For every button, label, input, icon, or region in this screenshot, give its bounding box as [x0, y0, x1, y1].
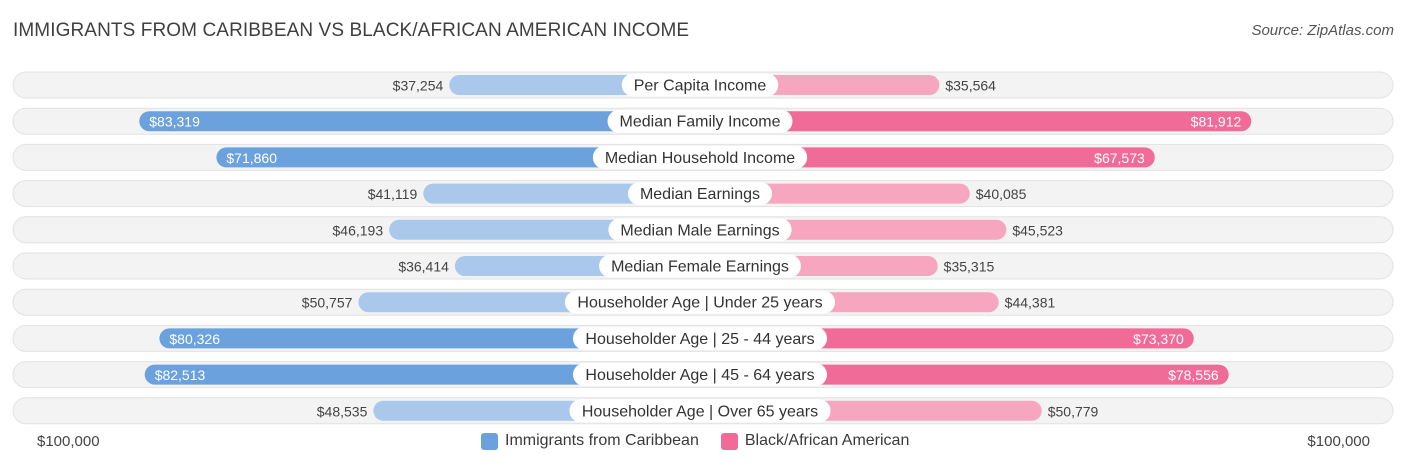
bar-black-african-american	[700, 147, 1155, 168]
source-note: Source: ZipAtlas.com	[1251, 22, 1394, 39]
value-label-caribbean: $82,513	[155, 367, 206, 383]
category-pill	[621, 73, 779, 97]
category-pill	[564, 290, 836, 314]
value-label-black-african-american: $50,779	[1048, 403, 1099, 419]
category-pill	[607, 109, 793, 133]
category-label: Median Male Earnings	[620, 222, 779, 239]
value-label-caribbean: $46,193	[333, 222, 384, 238]
value-label-caribbean: $37,254	[393, 78, 444, 94]
category-pill	[592, 145, 808, 169]
value-label-black-african-american: $81,912	[1191, 114, 1242, 130]
axis-left-label: $100,000	[37, 433, 100, 450]
chart-title: IMMIGRANTS FROM CARIBBEAN VS BLACK/AFRIC…	[13, 20, 690, 41]
category-label: Median Family Income	[620, 114, 781, 131]
category-pill	[599, 254, 801, 278]
legend: Immigrants from Caribbean Black/African …	[481, 432, 909, 450]
legend-swatch-caribbean	[481, 432, 498, 450]
category-pill	[627, 182, 773, 206]
value-label-black-african-american: $35,564	[945, 78, 996, 94]
bar-caribbean	[159, 328, 701, 349]
value-label-black-african-american: $78,556	[1168, 367, 1219, 383]
value-label-black-african-american: $45,523	[1012, 222, 1063, 238]
legend-item-caribbean: Immigrants from Caribbean	[481, 432, 699, 450]
category-label: Householder Age | Under 25 years	[577, 295, 822, 312]
category-pill	[572, 326, 828, 350]
value-label-black-african-american: $73,370	[1133, 331, 1184, 347]
value-label-caribbean: $50,757	[302, 295, 353, 311]
bar-caribbean	[144, 364, 701, 385]
value-label-caribbean: $83,319	[149, 114, 200, 130]
value-label-caribbean: $71,860	[226, 150, 277, 166]
value-label-caribbean: $36,414	[398, 259, 449, 275]
value-label-caribbean: $48,535	[317, 403, 368, 419]
category-pill	[608, 218, 792, 242]
category-label: Median Female Earnings	[611, 259, 789, 276]
legend-item-black-african-american: Black/African American	[720, 432, 910, 450]
bar-caribbean	[216, 147, 700, 168]
diverging-bar-chart: $37,254 $35,564 Per Capita Income $83,319 $8…	[12, 71, 1394, 425]
legend-swatch-black-african-american	[720, 432, 738, 450]
bar-black-african-american	[700, 364, 1229, 385]
category-label: Median Earnings	[640, 186, 760, 203]
value-label-black-african-american: $40,085	[976, 186, 1027, 202]
value-label-black-african-american: $44,381	[1005, 295, 1056, 311]
axis-right-label: $100,000	[1307, 433, 1370, 450]
category-label: Householder Age | 25 - 44 years	[585, 331, 814, 348]
value-label-caribbean: $80,326	[169, 331, 220, 347]
value-label-black-african-american: $67,573	[1094, 150, 1145, 166]
category-label: Householder Age | 45 - 64 years	[585, 367, 814, 384]
legend-label-black-african-american: Black/African American	[744, 432, 910, 449]
category-label: Median Household Income	[605, 150, 795, 167]
category-pill	[569, 399, 831, 423]
category-label: Householder Age | Over 65 years	[582, 403, 818, 420]
value-label-black-african-american: $35,315	[944, 259, 995, 275]
category-pill	[572, 363, 828, 387]
bar-caribbean	[139, 111, 700, 132]
category-label: Per Capita Income	[634, 78, 767, 95]
bar-black-african-american	[700, 111, 1252, 132]
legend-label-caribbean: Immigrants from Caribbean	[505, 432, 699, 449]
value-label-caribbean: $41,119	[368, 186, 418, 202]
